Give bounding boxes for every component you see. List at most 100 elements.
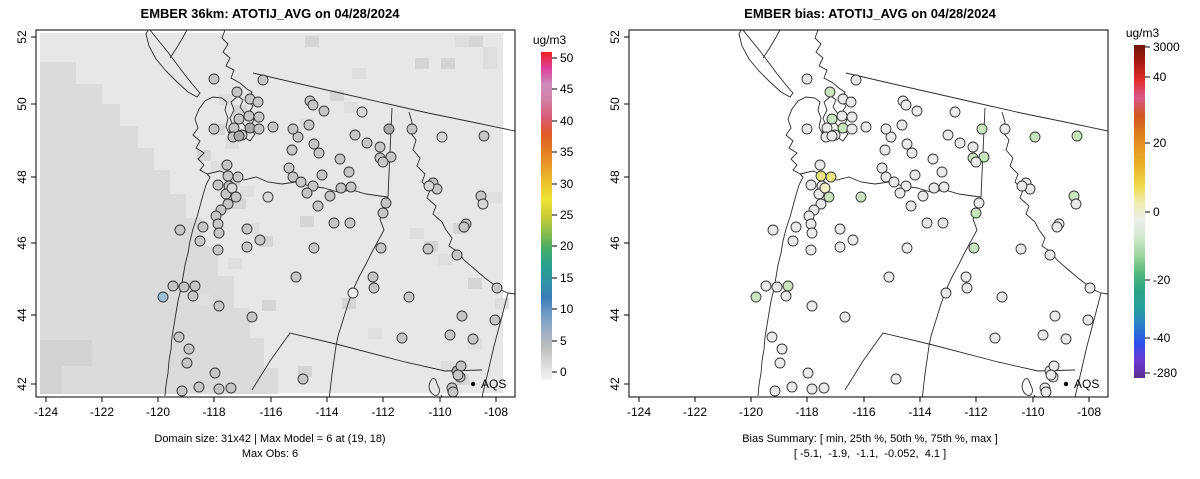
aqs-station-point (890, 373, 902, 385)
aqs-station-point (478, 130, 490, 142)
aqs-station-point (790, 221, 802, 233)
aqs-station-point (377, 207, 389, 219)
aqs-station-point (1037, 329, 1049, 341)
aqs-station-point (824, 86, 836, 98)
x-axis-tick-label: -114 (908, 405, 931, 419)
aqs-station-point (909, 169, 921, 181)
raster-cell (298, 366, 312, 377)
colorbar-tick-label: -280 (1153, 366, 1177, 380)
aqs-station-point (967, 141, 979, 153)
aqs-station-point (246, 311, 258, 323)
aqs-station-point (167, 280, 179, 292)
y-axis-tick-label: 42 (15, 377, 29, 391)
x-axis-tick-label: -118 (202, 405, 225, 419)
raster-cell (247, 116, 261, 127)
aqs-station-point (894, 187, 906, 199)
aqs-station-point (850, 74, 862, 86)
aqs-station-point (760, 280, 772, 292)
colorbar-tick-label: 40 (560, 114, 574, 128)
aqs-legend-dot (470, 381, 476, 387)
colorbar-tick-label: 3000 (1153, 40, 1180, 54)
bias-caption-line2: [ -5.1, -1.9, -1.1, -0.052, 4.1 ] (793, 448, 947, 460)
raster-cell (415, 58, 429, 69)
aqs-station-point (823, 191, 835, 203)
bc-inlet-coast (169, 30, 188, 59)
aqs-station-point (961, 282, 973, 294)
aqs-station-point (455, 360, 467, 372)
aqs-station-point (212, 179, 224, 191)
aqs-station-point (208, 123, 220, 135)
aqs-station-point (241, 241, 253, 253)
aqs-station-point (834, 223, 846, 235)
colorbar-tick-label: 35 (560, 145, 574, 159)
aqs-station-point (917, 190, 929, 202)
aqs-station-point (173, 331, 185, 343)
map-area (738, 30, 1108, 397)
aqs-station-point (845, 96, 857, 108)
colorbar-tick-label: 0 (560, 365, 567, 379)
aqs-station-point (181, 357, 193, 369)
aqs-station-point (283, 162, 295, 174)
aqs-station-point (883, 271, 895, 283)
aqs-station-point (447, 386, 459, 397)
aqs-station-point (444, 329, 456, 341)
aqs-station-point (422, 243, 434, 255)
x-axis-tick-label: -116 (852, 405, 875, 419)
aqs-station-point (297, 373, 309, 385)
x-axis-tick-label: -120 (146, 405, 170, 419)
great-salt-lake (428, 378, 440, 396)
colorbar-tick-label: 20 (560, 239, 574, 253)
aqs-station-point (233, 130, 245, 142)
aqs-station-point (292, 131, 304, 143)
raster-cell (305, 36, 319, 47)
aqs-station-point (225, 382, 237, 394)
x-axis-tick-label: -110 (1021, 405, 1044, 419)
aqs-station-point (334, 153, 346, 165)
aqs-station-point (927, 153, 939, 165)
bias-panel-title: EMBER bias: ATOTIJ_AVG on 04/28/2024 (744, 6, 996, 21)
aqs-station-point (213, 383, 225, 395)
aqs-station-point (954, 137, 966, 149)
raster-cell (300, 216, 314, 227)
aqs-station-point (896, 119, 908, 131)
aqs-station-point (801, 123, 813, 135)
aqs-station-point (233, 113, 245, 125)
aqs-station-point (976, 123, 988, 135)
aqs-station-point (855, 191, 867, 203)
vancouver-island-coast (738, 30, 794, 98)
colorbar-tick-label: 25 (560, 208, 574, 222)
aqs-station-point (436, 131, 448, 143)
colorbar-tick-label: 5 (560, 334, 567, 348)
aqs-station-point (973, 197, 985, 209)
aqs-station-point (287, 171, 299, 183)
aqs-station-point (880, 123, 892, 135)
aqs-station-point (226, 182, 238, 194)
aqs-legend-label: AQS (1074, 377, 1099, 391)
id-mt-border (408, 111, 515, 295)
colorbar-tick-label: 45 (560, 82, 574, 96)
aqs-station-point (900, 180, 912, 192)
aqs-station-point (176, 385, 188, 397)
aqs-legend-label: AQS (481, 377, 506, 391)
y-axis-tick-label: 44 (15, 308, 29, 322)
x-axis-tick-label: -116 (259, 405, 282, 419)
aqs-station-point (1060, 333, 1072, 345)
raster-cell (211, 161, 225, 172)
raster-cell (368, 328, 382, 339)
model-caption-line2: Max Obs: 6 (241, 448, 299, 460)
aqs-station-point (801, 73, 813, 85)
aqs-station-point (385, 151, 397, 163)
raster-cell (240, 186, 254, 197)
colorbar-tick-label: 30 (560, 177, 574, 191)
aqs-station-point (776, 343, 788, 355)
aqs-station-point (921, 217, 933, 229)
great-salt-lake (1021, 378, 1033, 396)
aqs-station-point (888, 176, 900, 188)
aqs-station-point (423, 180, 435, 192)
aqs-station-point (262, 191, 274, 203)
bias-map-panel: AQS -124 -122 -120 -118 -116 -114 -112 -110 -108 5… (608, 26, 1180, 419)
aqs-station-point (307, 180, 319, 192)
raster-cell (233, 105, 247, 116)
basemap-borders (738, 30, 1108, 397)
y-axis-tick-label: 46 (15, 236, 29, 250)
